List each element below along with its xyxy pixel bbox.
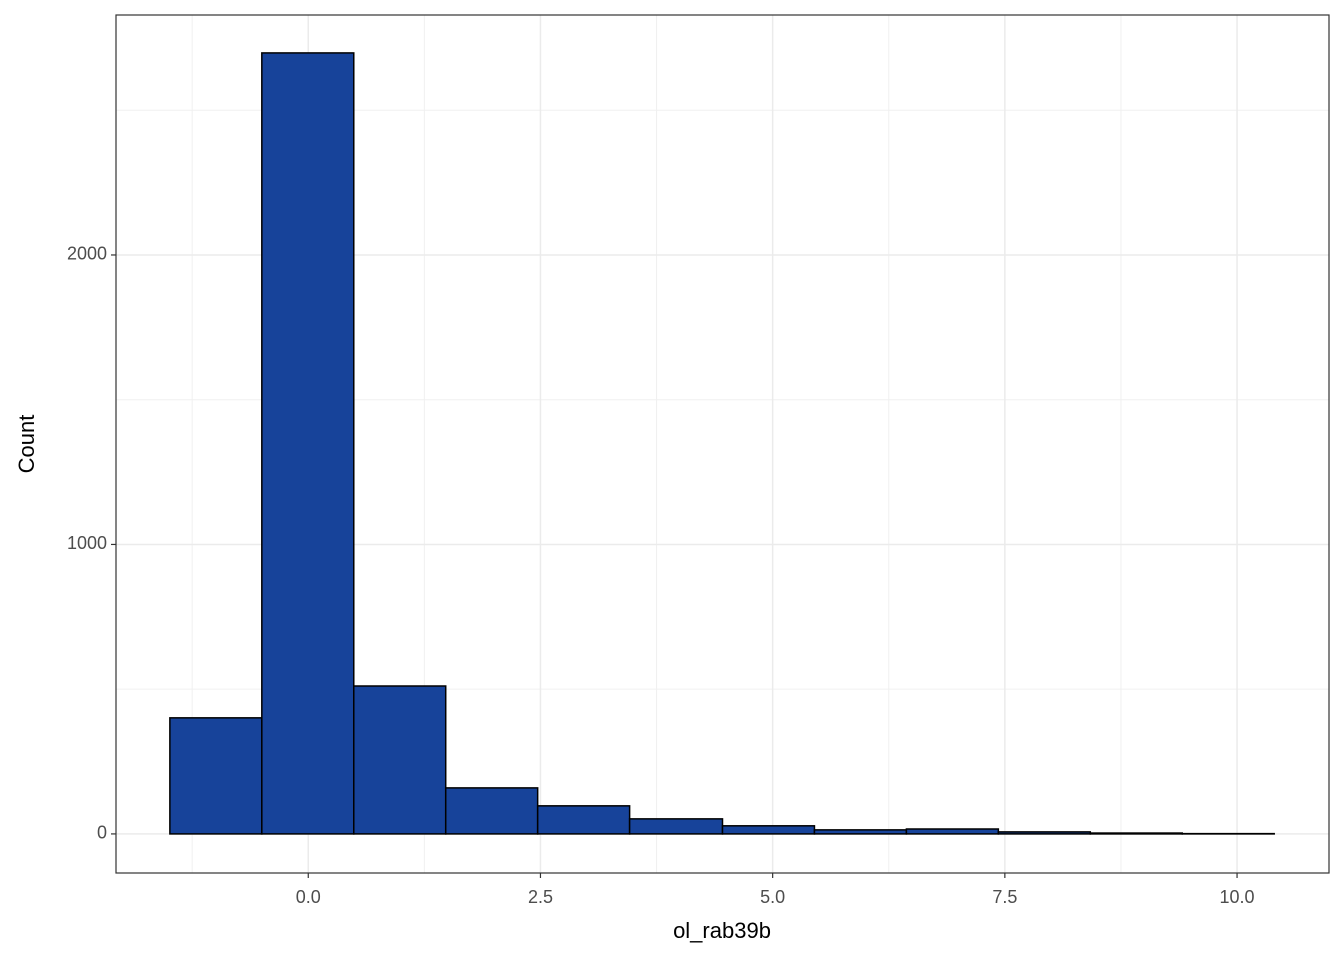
bar xyxy=(905,828,1000,835)
x-tick-label: 5.0 xyxy=(760,887,785,907)
bar xyxy=(997,831,1092,835)
bar xyxy=(261,52,355,835)
bar xyxy=(536,805,631,835)
panel-border xyxy=(115,14,1330,874)
y-axis-title: Count xyxy=(14,415,39,474)
bar xyxy=(1089,832,1184,835)
y-tick-label: 2000 xyxy=(67,244,107,264)
bar xyxy=(628,818,724,835)
bar xyxy=(721,825,816,835)
x-tick-label: 0.0 xyxy=(296,887,321,907)
bar xyxy=(353,685,447,835)
x-tick-label: 2.5 xyxy=(528,887,553,907)
y-tick-label: 0 xyxy=(97,823,107,843)
bar xyxy=(813,829,908,835)
bar xyxy=(444,787,539,835)
x-axis-title: ol_rab39b xyxy=(673,918,771,943)
y-tick-label: 1000 xyxy=(67,533,107,553)
x-tick-label: 7.5 xyxy=(992,887,1017,907)
bar xyxy=(169,717,263,835)
x-tick-label: 10.0 xyxy=(1220,887,1255,907)
